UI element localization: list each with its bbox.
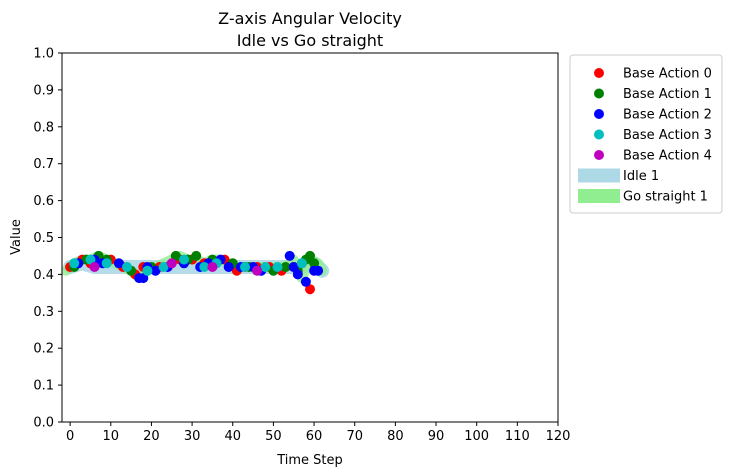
point-base-action-3 bbox=[158, 262, 169, 272]
point-base-action-4 bbox=[166, 258, 177, 269]
legend-marker-base-action-0 bbox=[594, 68, 604, 78]
chart-subtitle: Idle vs Go straight bbox=[237, 31, 383, 50]
y-tick-label: 0.8 bbox=[33, 120, 54, 135]
point-base-action-3 bbox=[69, 258, 80, 269]
point-base-action-1 bbox=[170, 250, 181, 261]
legend-swatch-go-straight-1 bbox=[578, 189, 620, 203]
point-layer bbox=[65, 250, 324, 295]
plot-frame bbox=[61, 52, 559, 423]
legend-label-go-straight-1: Go straight 1 bbox=[623, 190, 708, 205]
legend-label-idle-1: Idle 1 bbox=[623, 169, 659, 184]
legend-label-base-action-4: Base Action 4 bbox=[623, 149, 712, 164]
x-axis-label: Time Step bbox=[276, 453, 343, 468]
x-tick-label: 20 bbox=[143, 429, 160, 444]
legend-label-base-action-3: Base Action 3 bbox=[623, 128, 712, 143]
y-tick-label: 0.3 bbox=[33, 305, 54, 320]
point-base-action-3 bbox=[260, 262, 271, 272]
point-base-action-2 bbox=[150, 265, 161, 276]
x-tick-label: 30 bbox=[184, 429, 201, 444]
x-tick-label: 120 bbox=[546, 429, 571, 444]
y-tick-label: 0.9 bbox=[33, 83, 54, 98]
y-tick-label: 0.2 bbox=[33, 342, 54, 357]
y-tick-label: 0.6 bbox=[33, 194, 54, 209]
x-tick-label: 100 bbox=[464, 429, 489, 444]
chart-title: Z-axis Angular Velocity bbox=[218, 9, 402, 28]
legend-marker-base-action-3 bbox=[594, 129, 604, 140]
legend-swatch-idle-1 bbox=[578, 168, 620, 183]
point-base-action-2 bbox=[138, 273, 149, 284]
legend-marker-base-action-2 bbox=[594, 109, 604, 119]
x-tick-label: 90 bbox=[428, 429, 445, 444]
x-tick-label: 10 bbox=[103, 429, 120, 444]
point-base-action-4 bbox=[252, 265, 263, 276]
point-base-action-3 bbox=[85, 254, 96, 265]
y-axis-label: Value bbox=[9, 219, 24, 255]
point-base-action-3 bbox=[199, 262, 210, 272]
point-base-action-4 bbox=[89, 262, 100, 272]
point-base-action-3 bbox=[179, 254, 189, 265]
point-base-action-2 bbox=[284, 250, 295, 261]
x-tick-label: 110 bbox=[505, 429, 530, 444]
legend-label-base-action-0: Base Action 0 bbox=[623, 67, 712, 82]
point-base-action-2 bbox=[288, 262, 299, 272]
x-tick-label: 40 bbox=[224, 429, 241, 444]
point-base-action-1 bbox=[280, 262, 291, 272]
y-tick-label: 0.0 bbox=[33, 416, 54, 431]
x-tick-label: 70 bbox=[346, 429, 363, 444]
x-tick-label: 80 bbox=[387, 429, 404, 444]
y-tick-label: 0.7 bbox=[33, 157, 54, 172]
point-base-action-2 bbox=[113, 258, 124, 269]
point-base-action-1 bbox=[309, 258, 320, 269]
point-base-action-2 bbox=[292, 269, 303, 280]
y-tick-label: 1.0 bbox=[33, 47, 54, 62]
y-axis: 0.0 0.1 0.2 0.3 0.4 0.5 0.6 0.7 0.8 0.9 1.0 bbox=[33, 47, 62, 431]
legend-marker-base-action-1 bbox=[594, 88, 604, 99]
point-base-action-4 bbox=[207, 262, 218, 272]
point-base-action-3 bbox=[101, 258, 112, 269]
y-tick-label: 0.5 bbox=[33, 231, 54, 246]
point-base-action-3 bbox=[142, 265, 153, 276]
legend-marker-base-action-4 bbox=[594, 150, 604, 160]
legend: Base Action 0 Base Action 1 Base Action 2 B… bbox=[569, 54, 723, 214]
y-tick-label: 0.1 bbox=[33, 379, 54, 394]
point-base-action-2 bbox=[300, 276, 311, 287]
point-base-action-3 bbox=[272, 262, 283, 272]
x-tick-label: 0 bbox=[66, 429, 74, 444]
point-base-action-2 bbox=[313, 265, 324, 276]
point-base-action-2 bbox=[223, 262, 234, 272]
point-base-action-1 bbox=[305, 250, 315, 261]
point-base-action-3 bbox=[240, 262, 250, 272]
legend-label-base-action-1: Base Action 1 bbox=[623, 87, 712, 102]
legend-label-base-action-2: Base Action 2 bbox=[623, 108, 712, 123]
point-base-action-1 bbox=[191, 250, 202, 261]
point-base-action-3 bbox=[122, 262, 132, 272]
point-base-action-0 bbox=[305, 284, 315, 295]
x-tick-label: 60 bbox=[306, 429, 323, 444]
y-tick-label: 0.4 bbox=[33, 268, 54, 283]
point-base-action-3 bbox=[296, 258, 307, 269]
x-axis: 0 10 20 30 40 50 60 70 80 90 100 110 120 bbox=[66, 422, 570, 444]
x-tick-label: 50 bbox=[265, 429, 282, 444]
